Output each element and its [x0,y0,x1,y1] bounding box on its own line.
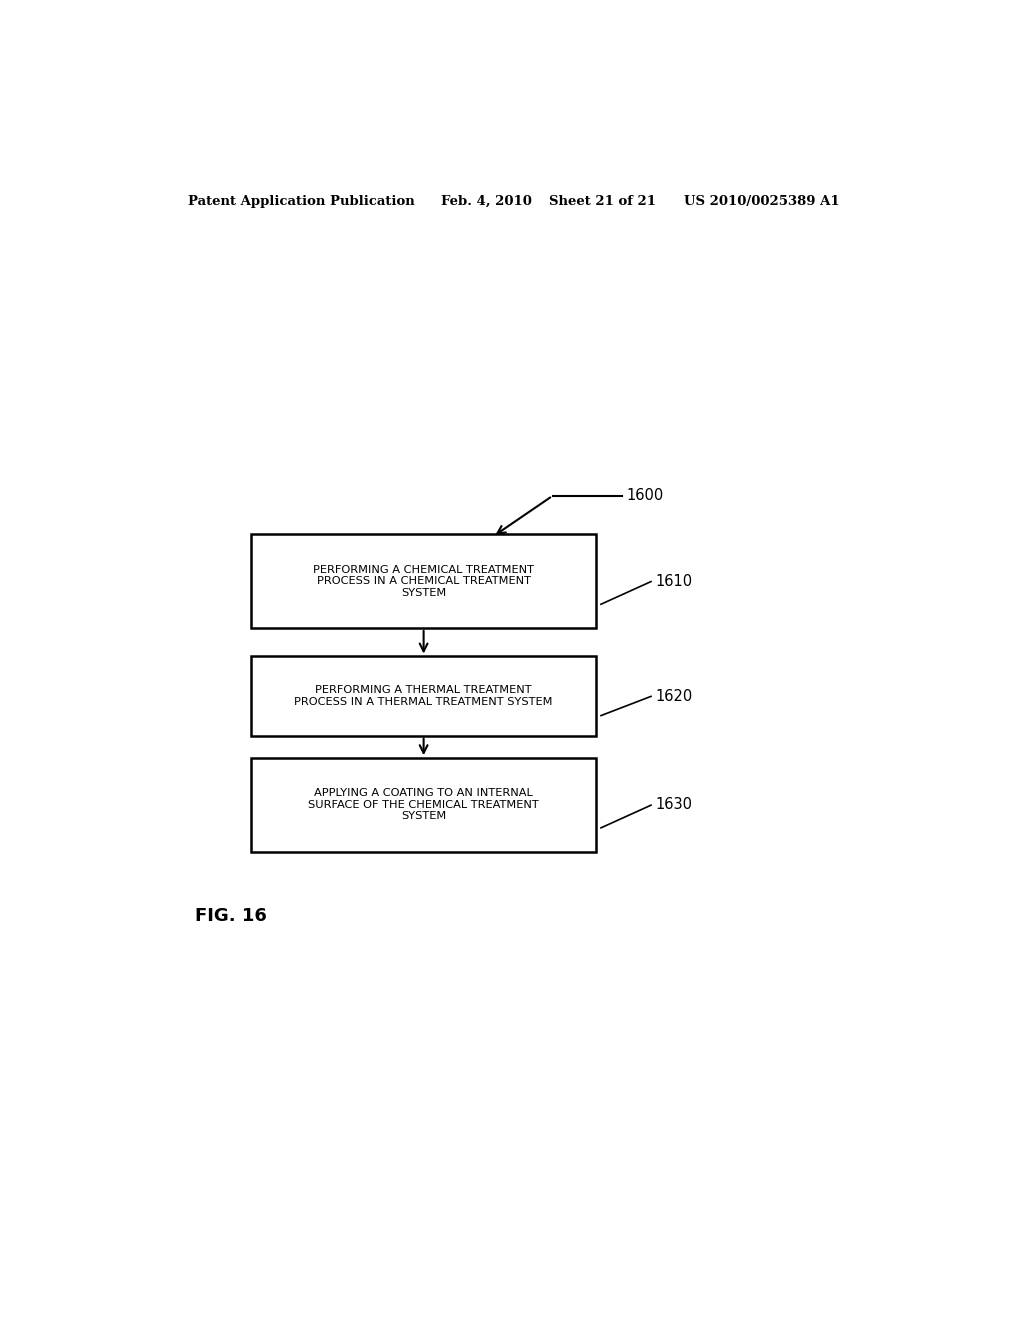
Text: PERFORMING A CHEMICAL TREATMENT
PROCESS IN A CHEMICAL TREATMENT
SYSTEM: PERFORMING A CHEMICAL TREATMENT PROCESS … [313,565,535,598]
Text: 1610: 1610 [655,574,693,589]
Text: Sheet 21 of 21: Sheet 21 of 21 [549,194,655,207]
Text: Patent Application Publication: Patent Application Publication [187,194,415,207]
Text: 1630: 1630 [655,797,693,812]
Bar [251,656,596,735]
Text: APPLYING A COATING TO AN INTERNAL
SURFACE OF THE CHEMICAL TREATMENT
SYSTEM: APPLYING A COATING TO AN INTERNAL SURFAC… [308,788,539,821]
Text: Feb. 4, 2010: Feb. 4, 2010 [441,194,532,207]
Text: US 2010/0025389 A1: US 2010/0025389 A1 [684,194,839,207]
Bar [251,535,596,628]
Text: FIG. 16: FIG. 16 [196,907,267,924]
Text: 1620: 1620 [655,689,693,704]
Text: 1600: 1600 [627,488,664,503]
Bar [251,758,596,851]
Text: PERFORMING A THERMAL TREATMENT
PROCESS IN A THERMAL TREATMENT SYSTEM: PERFORMING A THERMAL TREATMENT PROCESS I… [294,685,553,708]
